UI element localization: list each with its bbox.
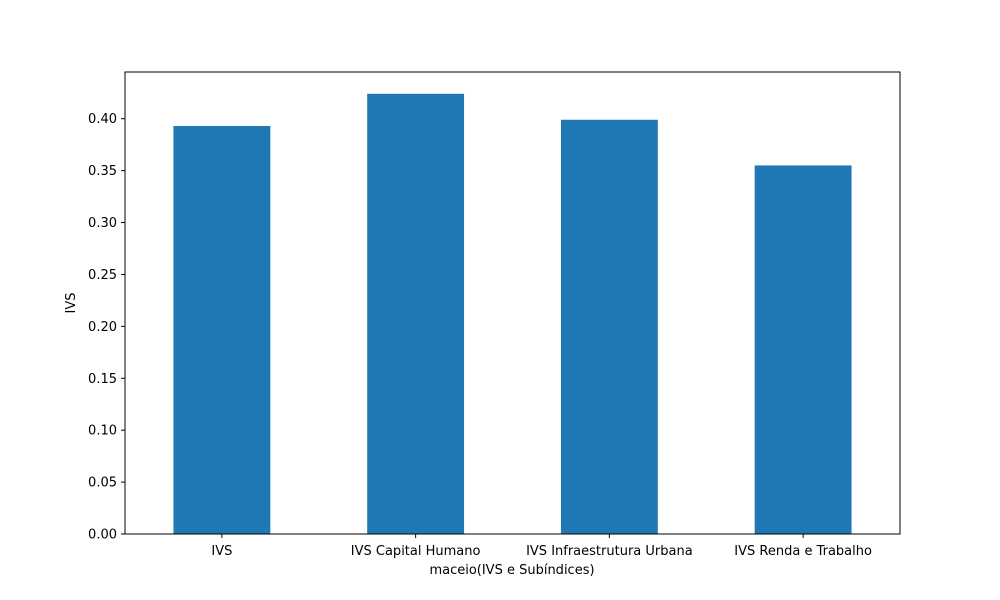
x-axis-label: maceio(IVS e Subíndices) bbox=[429, 563, 594, 578]
y-tick-label-2: 0.10 bbox=[88, 424, 117, 439]
y-tick-label-0: 0.00 bbox=[88, 528, 117, 543]
bar-3 bbox=[754, 165, 852, 534]
y-tick-label-4: 0.20 bbox=[88, 320, 117, 335]
bar-0 bbox=[173, 125, 271, 535]
x-tick-label-3: IVS Renda e Trabalho bbox=[734, 544, 872, 559]
y-tick-label-1: 0.05 bbox=[88, 476, 117, 491]
bar-2 bbox=[560, 119, 658, 535]
y-tick-label-6: 0.30 bbox=[88, 216, 117, 231]
y-axis-ticks: 0.00 0.05 0.10 0.15 0.20 0.25 0.30 0.35 0.40 bbox=[88, 112, 125, 543]
x-tick-label-1: IVS Capital Humano bbox=[351, 544, 481, 559]
y-axis-label: IVS bbox=[64, 293, 79, 314]
y-tick-label-3: 0.15 bbox=[88, 372, 117, 387]
x-tick-label-0: IVS bbox=[211, 544, 232, 559]
bars bbox=[173, 93, 852, 535]
x-tick-label-2: IVS Infraestrutura Urbana bbox=[526, 544, 693, 559]
y-tick-label-5: 0.25 bbox=[88, 268, 117, 283]
plot-frame bbox=[124, 71, 901, 535]
y-tick-label-8: 0.40 bbox=[88, 112, 117, 127]
y-tick-label-7: 0.35 bbox=[88, 164, 117, 179]
bar-1 bbox=[367, 93, 465, 534]
x-axis-ticks: IVS IVS Capital Humano IVS Infraestrutura … bbox=[211, 534, 872, 559]
